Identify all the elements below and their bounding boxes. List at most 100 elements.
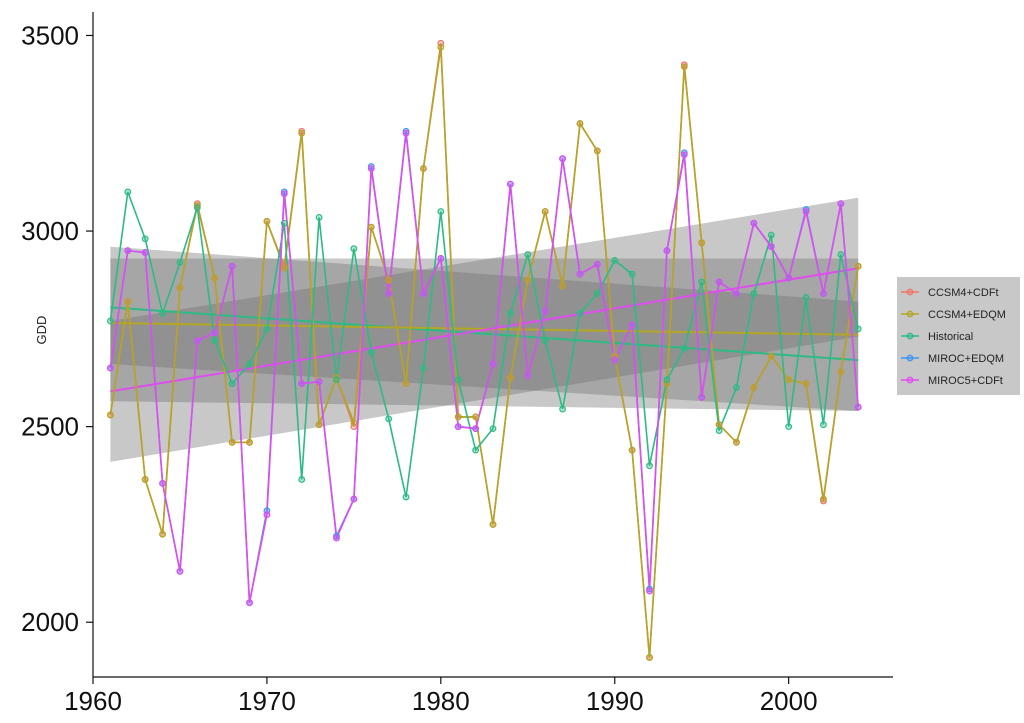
- data-point: [767, 352, 775, 360]
- axes: [92, 12, 893, 678]
- data-point: [715, 427, 723, 434]
- data-point: [402, 127, 410, 135]
- data-point: [837, 251, 845, 258]
- data-point: [820, 495, 827, 503]
- data-point: [593, 290, 601, 298]
- data-point: [733, 384, 740, 391]
- data-point: [802, 208, 810, 215]
- data-point: [802, 380, 810, 388]
- data-point: [646, 585, 653, 593]
- data-point: [420, 165, 427, 172]
- data-point: [454, 423, 462, 431]
- data-point: [837, 368, 845, 376]
- data-point: [437, 208, 445, 215]
- data-point: [506, 180, 514, 188]
- data-point: [124, 247, 132, 255]
- data-point: [280, 190, 288, 198]
- data-point: [263, 511, 271, 519]
- y-axis-label: GDD: [34, 316, 49, 345]
- data-point: [680, 149, 688, 157]
- data-point: [367, 165, 375, 172]
- legend-swatch-point: [906, 332, 914, 340]
- data-point: [280, 219, 288, 227]
- y-tick-label: 3000: [21, 216, 79, 246]
- data-point: [193, 337, 201, 344]
- data-point: [680, 151, 688, 159]
- data-point: [298, 476, 306, 483]
- data-point: [593, 260, 601, 268]
- data-point: [193, 204, 201, 211]
- data-point: [246, 438, 253, 446]
- data-point: [576, 309, 584, 317]
- data-point: [141, 249, 149, 256]
- series-points: [106, 39, 862, 661]
- data-point: [298, 129, 306, 137]
- data-point: [333, 534, 340, 542]
- data-point: [802, 206, 810, 213]
- y-tick-label: 3500: [21, 20, 79, 50]
- data-point: [472, 413, 480, 421]
- data-point: [854, 325, 862, 333]
- data-point: [367, 223, 375, 231]
- data-point: [541, 208, 549, 215]
- data-point: [506, 374, 514, 382]
- trend-line-2: [110, 267, 859, 393]
- x-tick-label: 2000: [760, 686, 818, 716]
- data-point: [750, 290, 758, 298]
- legend-label: MIROC5+CDFt: [928, 375, 1003, 387]
- data-point: [593, 147, 601, 155]
- x-ticks: 1960 1970 1980 1990 2000: [64, 677, 818, 716]
- data-point: [785, 423, 793, 431]
- data-point: [750, 384, 758, 391]
- data-point: [263, 325, 271, 333]
- data-point: [698, 393, 706, 401]
- data-point: [402, 493, 410, 501]
- data-point: [385, 290, 393, 298]
- data-point: [472, 446, 480, 454]
- data-point: [385, 415, 393, 423]
- data-point: [646, 654, 653, 661]
- data-point: [106, 411, 114, 419]
- data-point: [228, 380, 236, 388]
- data-point: [785, 376, 793, 384]
- data-point: [298, 380, 306, 388]
- data-point: [559, 282, 566, 290]
- data-point: [733, 290, 740, 298]
- data-point: [646, 462, 653, 470]
- data-point: [402, 129, 410, 137]
- x-tick-label: 1960: [64, 686, 122, 716]
- data-point: [750, 219, 758, 227]
- data-point: [524, 276, 532, 284]
- data-point: [246, 360, 253, 368]
- legend: CCSM4+CDFt CCSM4+EDQM Historical MIROC+EDQM…: [897, 277, 1020, 395]
- data-point: [611, 256, 619, 264]
- data-point: [837, 200, 845, 208]
- data-point: [141, 476, 149, 483]
- legend-swatch-point: [906, 354, 914, 362]
- x-tick-label: 1970: [238, 686, 296, 716]
- data-point: [733, 438, 740, 446]
- data-point: [141, 235, 149, 243]
- legend-swatch-point: [906, 310, 914, 318]
- series-line-4: [109, 133, 859, 603]
- data-point: [663, 247, 671, 255]
- data-point: [315, 213, 323, 221]
- data-point: [106, 364, 114, 372]
- data-point: [541, 307, 549, 315]
- legend-swatch-point: [906, 288, 914, 296]
- data-point: [333, 376, 340, 384]
- data-point: [854, 262, 862, 270]
- data-point: [333, 532, 340, 540]
- data-point: [211, 337, 219, 344]
- data-point: [437, 43, 445, 51]
- data-point: [176, 284, 184, 292]
- data-point: [680, 61, 688, 69]
- data-point: [628, 321, 636, 329]
- data-point: [280, 262, 288, 270]
- data-point: [559, 405, 566, 413]
- data-point: [246, 599, 253, 607]
- data-point: [454, 413, 462, 421]
- data-point: [506, 309, 514, 317]
- data-point: [663, 376, 671, 384]
- data-point: [524, 251, 532, 258]
